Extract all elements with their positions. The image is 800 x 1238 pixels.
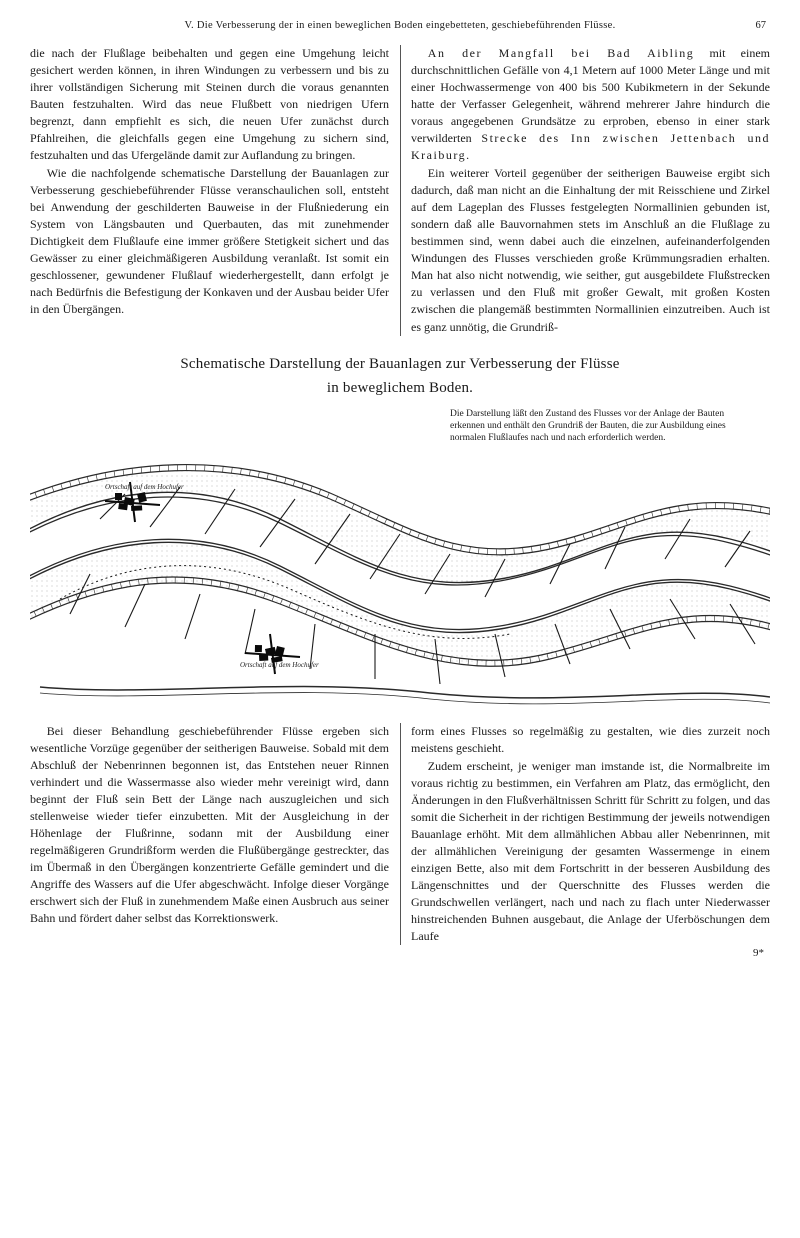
chapter-title: V. Die Verbesserung der in einen bewegli… — [64, 20, 736, 31]
figure-title-line: in beweglichem Boden. — [327, 380, 473, 396]
body-paragraph: Bei dieser Behandlung geschiebeführender… — [30, 723, 389, 927]
figure-title-line: Schematische Darstellung der Bauanlagen … — [180, 356, 619, 372]
figure-title: Schematische Darstellung der Bauanlagen … — [30, 352, 770, 400]
footer-signature: 9* — [30, 947, 770, 959]
river-diagram: Ortschaft auf dem Hochufer Ortschaft auf … — [30, 449, 770, 709]
body-paragraph: Wie die nachfolgende schematische Darste… — [30, 165, 389, 318]
bottom-text-columns: Bei dieser Behandlung geschiebeführender… — [30, 723, 770, 945]
body-paragraph: Ein weiterer Vorteil gegenüber der seith… — [411, 165, 770, 335]
page-number: 67 — [736, 20, 766, 31]
body-paragraph: Zudem erscheint, je weniger man imstande… — [411, 758, 770, 945]
figure-caption: Die Darstellung läßt den Zustand des Flu… — [450, 408, 760, 445]
body-paragraph: An der Mangfall bei Bad Aibling mit eine… — [411, 45, 770, 164]
svg-text:Ortschaft auf dem Hochufer: Ortschaft auf dem Hochufer — [240, 661, 319, 669]
svg-text:Ortschaft auf dem Hochufer: Ortschaft auf dem Hochufer — [105, 483, 184, 491]
page-header: V. Die Verbesserung der in einen bewegli… — [30, 20, 770, 31]
body-paragraph: die nach der Flußlage beibehalten und ge… — [30, 45, 389, 164]
top-text-columns: die nach der Flußlage beibehalten und ge… — [30, 45, 770, 336]
spaced-text: An der Mangfall bei Bad Aibling — [428, 46, 694, 60]
body-paragraph: form eines Flusses so regelmäßig zu gest… — [411, 723, 770, 757]
figure-block: Schematische Darstellung der Bauanlagen … — [30, 352, 770, 709]
